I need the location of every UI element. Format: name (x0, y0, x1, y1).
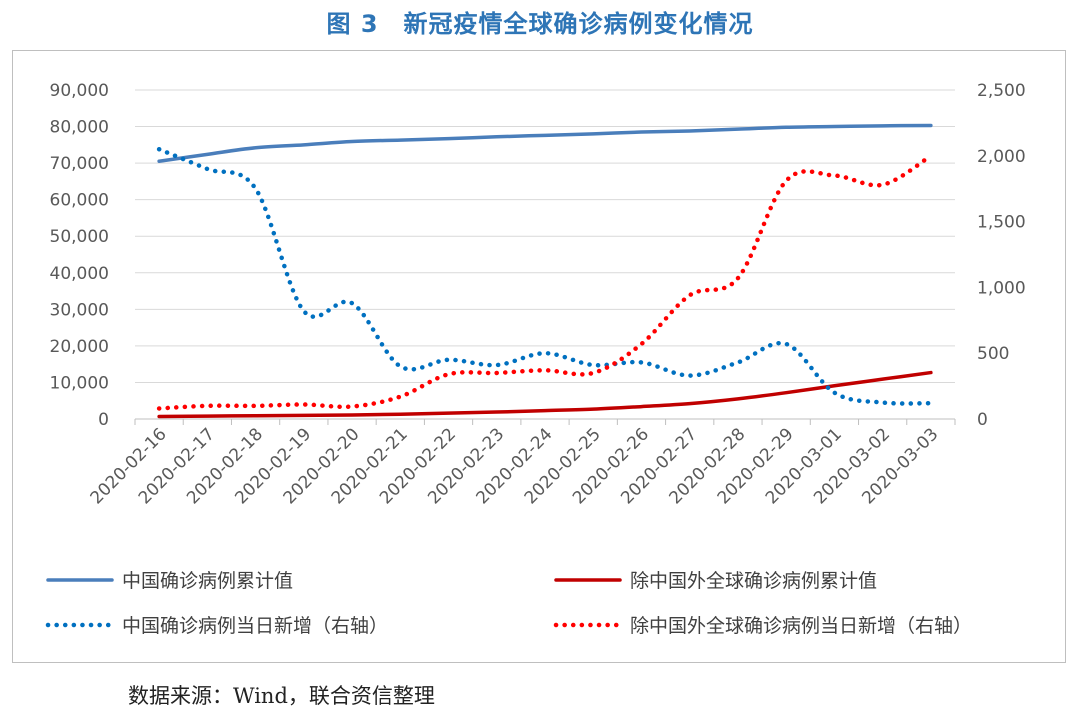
legend-label: 除中国外全球确诊病例累计值 (630, 570, 877, 592)
y-left-tick-label: 20,000 (50, 337, 109, 357)
legend-label: 中国确诊病例当日新增（右轴） (122, 615, 388, 637)
series-overseas-cumulative (157, 370, 933, 419)
y-right-tick-label: 1,000 (977, 278, 1026, 298)
y-left-tick-label: 40,000 (50, 264, 109, 284)
y-left-tick-label: 50,000 (50, 227, 109, 247)
y-right-tick-label: 2,000 (977, 147, 1026, 167)
y-left-tick-label: 30,000 (50, 300, 109, 320)
legend-label: 除中国外全球确诊病例当日新增（右轴） (630, 615, 972, 637)
y-left-tick-label: 90,000 (50, 81, 109, 101)
y-right-tick-label: 1,500 (977, 213, 1026, 233)
chart-frame (12, 50, 1066, 663)
series-overseas-daily (156, 153, 934, 411)
y-right-tick-label: 500 (977, 344, 1009, 364)
y-right-tick-label: 2,500 (977, 81, 1026, 101)
series-china-daily (156, 146, 934, 406)
legend-label: 中国确诊病例累计值 (122, 570, 293, 592)
y-right-tick-label: 0 (977, 410, 988, 430)
y-left-tick-label: 10,000 (50, 373, 109, 393)
y-left-tick-label: 70,000 (50, 154, 109, 174)
chart-title: 图 3 新冠疫情全球确诊病例变化情况 (326, 10, 754, 38)
data-source-note: 数据来源：Wind，联合资信整理 (128, 684, 435, 708)
y-left-tick-label: 60,000 (50, 191, 109, 211)
y-left-tick-label: 0 (98, 410, 109, 430)
series-china-cumulative (157, 123, 933, 164)
y-left-tick-label: 80,000 (50, 118, 109, 138)
